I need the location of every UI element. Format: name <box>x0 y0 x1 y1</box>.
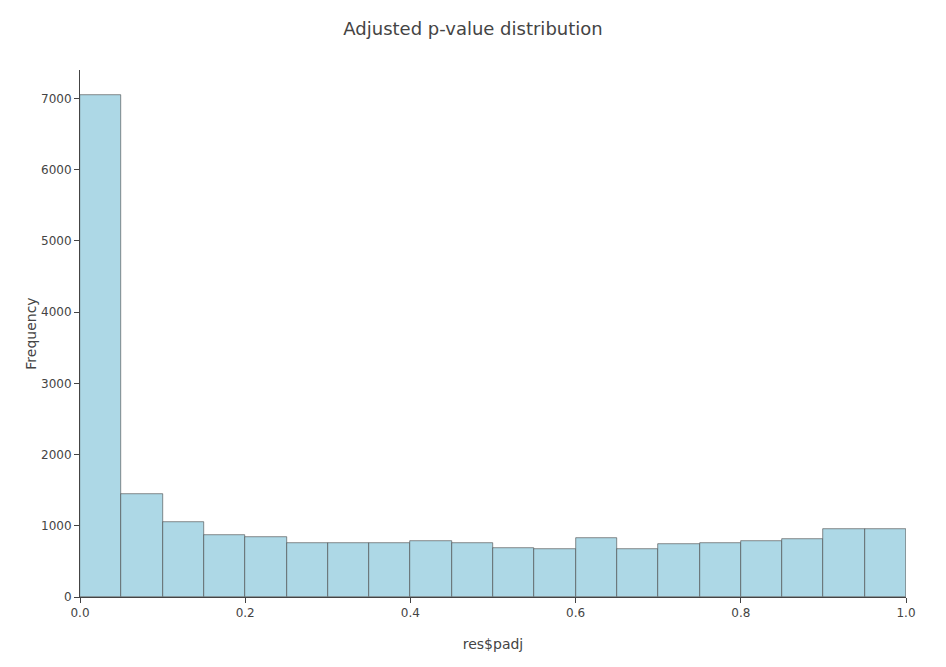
svg-text:5000: 5000 <box>41 234 72 248</box>
svg-text:0: 0 <box>64 590 72 604</box>
svg-text:0.2: 0.2 <box>236 606 255 620</box>
svg-text:0.0: 0.0 <box>70 606 89 620</box>
svg-text:1.0: 1.0 <box>896 606 915 620</box>
svg-text:6000: 6000 <box>41 163 72 177</box>
svg-text:3000: 3000 <box>41 377 72 391</box>
svg-text:0.6: 0.6 <box>566 606 585 620</box>
svg-text:4000: 4000 <box>41 305 72 319</box>
svg-text:Frequency: Frequency <box>23 297 39 369</box>
svg-text:7000: 7000 <box>41 92 72 106</box>
svg-text:Adjusted p-value distribution: Adjusted p-value distribution <box>343 18 602 39</box>
svg-text:1000: 1000 <box>41 519 72 533</box>
svg-text:0.4: 0.4 <box>401 606 420 620</box>
svg-text:2000: 2000 <box>41 448 72 462</box>
svg-text:0.8: 0.8 <box>731 606 750 620</box>
svg-text:res$padj: res$padj <box>463 636 524 652</box>
